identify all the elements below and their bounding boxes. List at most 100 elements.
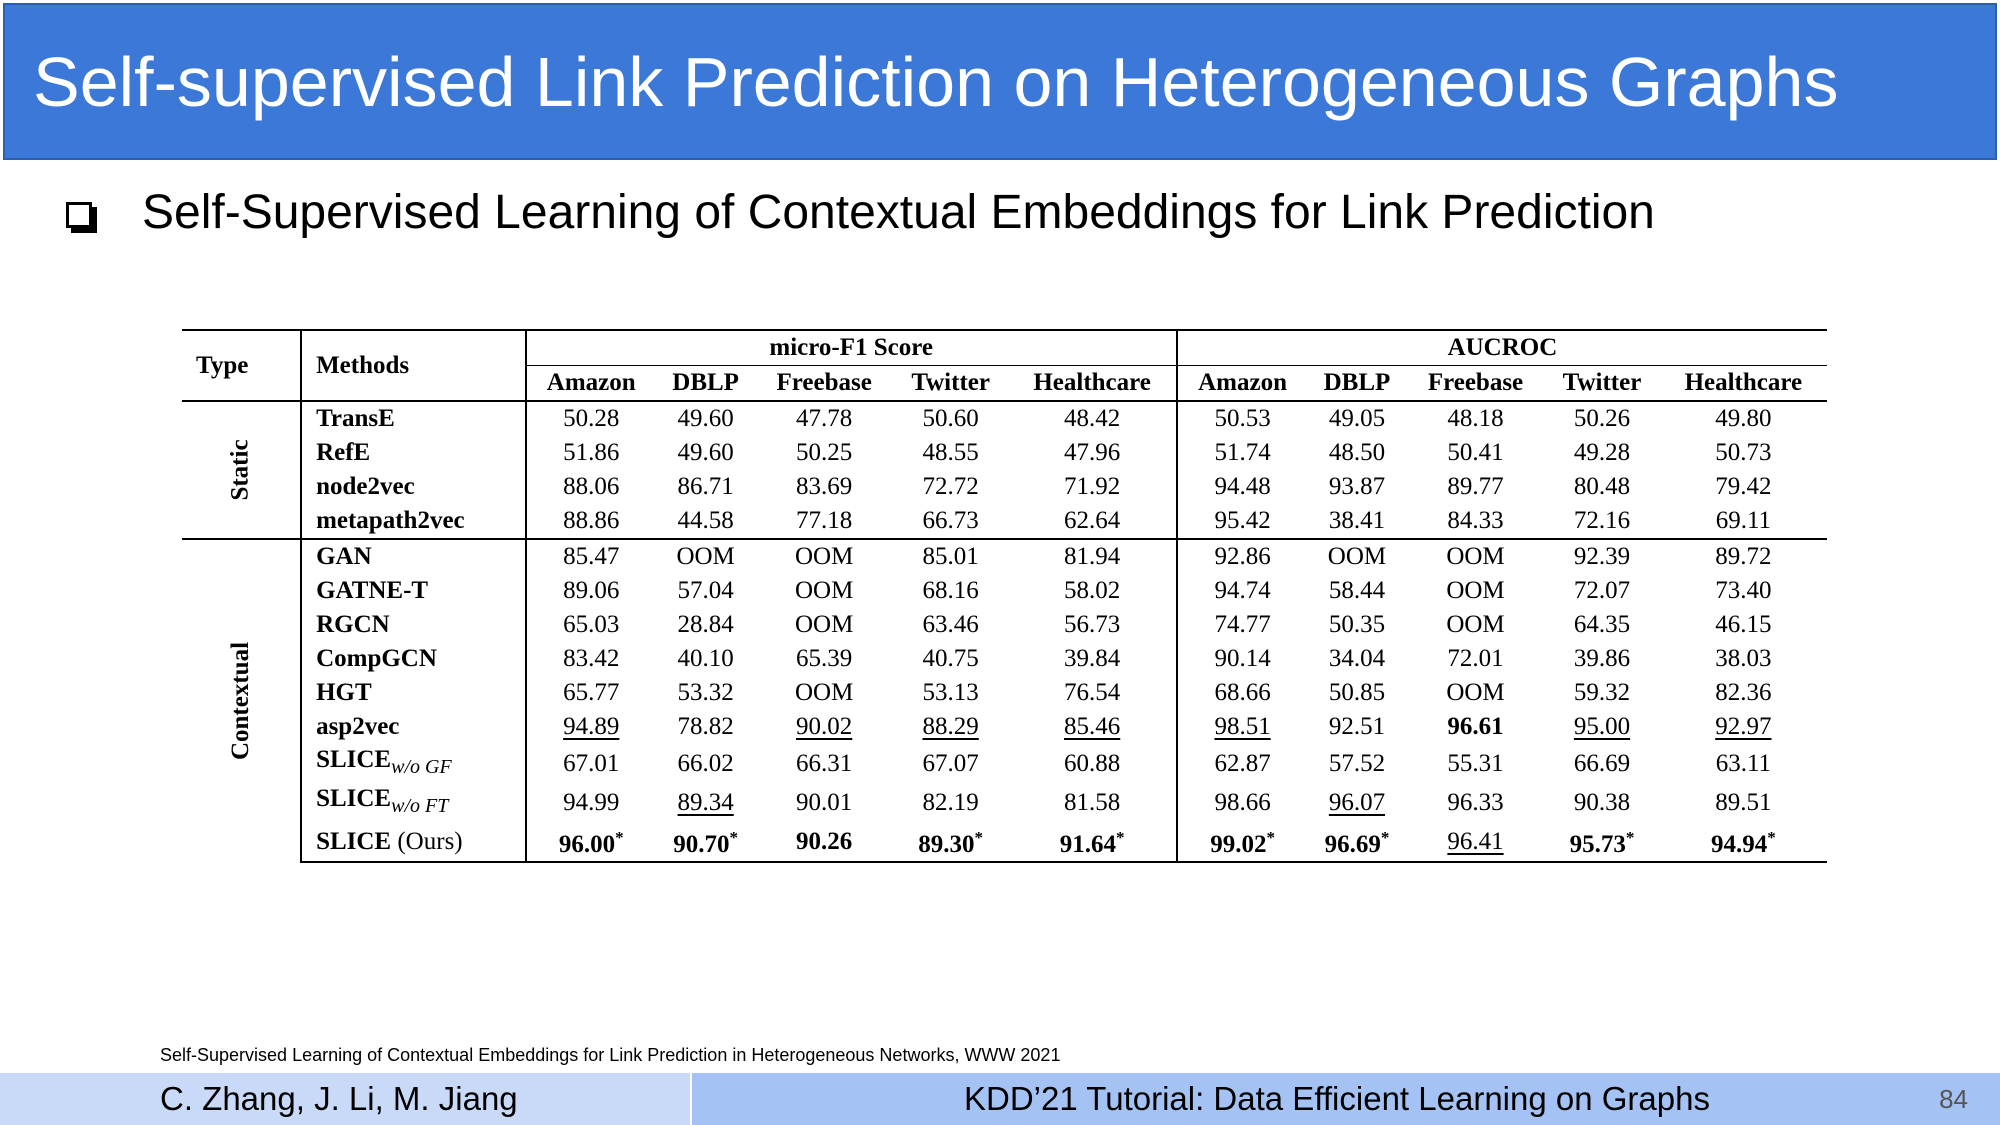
table-row: metapath2vec 88.86 44.58 77.18 66.73 62.64 95.… bbox=[182, 504, 1827, 539]
table-cell: 65.03 bbox=[526, 608, 656, 642]
table-cell: 50.73 bbox=[1660, 436, 1827, 470]
table-cell: 55.31 bbox=[1407, 744, 1545, 783]
bullet-row: Self-Supervised Learning of Contextual E… bbox=[66, 185, 1655, 240]
table-cell: 86.71 bbox=[656, 470, 755, 504]
cell-value: OOM bbox=[1446, 679, 1505, 706]
col-header: Healthcare bbox=[1659, 365, 1827, 402]
cell-value: 57.52 bbox=[1328, 749, 1386, 777]
col-header: Amazon bbox=[525, 365, 656, 402]
table-cell: 73.40 bbox=[1660, 574, 1827, 608]
cell-value: 96.33 bbox=[1447, 788, 1504, 816]
cell-value: 28.84 bbox=[677, 611, 734, 638]
table-cell: 79.42 bbox=[1660, 470, 1827, 504]
table-cell: 58.02 bbox=[1008, 574, 1178, 608]
method-name: SLICE bbox=[316, 746, 392, 773]
method-cell: GATNE-T bbox=[301, 574, 527, 608]
cell-value: 48.18 bbox=[1447, 405, 1504, 432]
table-cell: OOM bbox=[755, 538, 893, 574]
cell-value: 68.16 bbox=[922, 577, 979, 604]
bullet-text: Self-Supervised Learning of Contextual E… bbox=[142, 186, 1655, 239]
group-type-label: Contextual bbox=[182, 538, 303, 862]
cell-value: 51.86 bbox=[563, 439, 620, 466]
cell-value: 51.74 bbox=[1214, 439, 1271, 466]
table-cell: 69.11 bbox=[1660, 504, 1827, 539]
table-cell: 89.30 bbox=[892, 822, 1009, 863]
footer-tutorial: KDD’21 Tutorial: Data Efficient Learning… bbox=[964, 1080, 1710, 1117]
group-header-micro-f1: micro-F1 Score bbox=[525, 329, 1178, 366]
table-cell: 67.01 bbox=[526, 744, 656, 783]
table-cell: 50.41 bbox=[1407, 436, 1545, 470]
table-cell: 88.29 bbox=[893, 710, 1008, 744]
cell-value: 99.02 bbox=[1210, 831, 1275, 858]
table-cell: 96.07 bbox=[1307, 783, 1406, 822]
table-cell: 47.78 bbox=[755, 400, 893, 436]
col-header: Healthcare bbox=[1008, 365, 1178, 402]
table-cell: OOM bbox=[1406, 538, 1545, 574]
group-header-aucroc: AUCROC bbox=[1176, 329, 1827, 366]
method-name: TransE bbox=[316, 405, 395, 432]
cell-value: 65.39 bbox=[796, 645, 853, 672]
table-cell: 92.97 bbox=[1660, 710, 1827, 744]
method-name: node2vec bbox=[316, 473, 415, 500]
table-cell: 65.39 bbox=[755, 642, 893, 676]
table-cell: 39.84 bbox=[1008, 642, 1178, 676]
cell-value: 73.40 bbox=[1715, 577, 1772, 604]
table-cell: 89.77 bbox=[1407, 470, 1545, 504]
cell-value: 63.11 bbox=[1715, 749, 1772, 777]
cell-value: 84.33 bbox=[1447, 507, 1504, 534]
cell-value: 63.46 bbox=[922, 611, 979, 638]
table-row: SLICEw/o GF 67.01 66.02 66.31 67.07 60.88 62.8… bbox=[182, 744, 1827, 783]
table-cell: 77.18 bbox=[755, 504, 893, 539]
cell-value: 96.00 bbox=[559, 831, 624, 858]
cell-value: 34.04 bbox=[1328, 645, 1386, 672]
col-header: Amazon bbox=[1176, 365, 1308, 402]
table-cell: 66.69 bbox=[1544, 744, 1659, 783]
group-type-text: Contextual bbox=[227, 641, 255, 761]
cell-value: 89.51 bbox=[1715, 788, 1772, 816]
table-cell: 72.16 bbox=[1544, 504, 1659, 539]
table-cell: 88.06 bbox=[526, 470, 656, 504]
cell-value: 90.70 bbox=[673, 831, 738, 858]
method-name: CompGCN bbox=[316, 645, 437, 672]
table-cell: OOM bbox=[755, 676, 893, 710]
cell-value: 82.36 bbox=[1715, 679, 1772, 706]
table-cell: 94.48 bbox=[1177, 470, 1307, 504]
table-cell: 50.35 bbox=[1307, 608, 1406, 642]
type-header: Type bbox=[182, 329, 303, 401]
cell-value: 76.54 bbox=[1064, 679, 1121, 706]
method-cell: TransE bbox=[301, 400, 527, 436]
cell-value: 50.53 bbox=[1214, 405, 1271, 432]
table-cell: 62.87 bbox=[1177, 744, 1307, 783]
method-name: SLICE bbox=[316, 827, 392, 855]
cell-value: 89.30 bbox=[918, 831, 983, 858]
footer-tutorial-panel: KDD’21 Tutorial: Data Efficient Learning… bbox=[692, 1073, 2000, 1125]
table-row: SLICEw/o FT 94.99 89.34 90.01 82.19 81.58 98.6… bbox=[182, 783, 1827, 822]
table-cell: 63.11 bbox=[1660, 744, 1827, 783]
table-cell: 85.46 bbox=[1008, 710, 1178, 744]
cell-value: 62.87 bbox=[1214, 749, 1271, 777]
table-cell: 93.87 bbox=[1307, 470, 1406, 504]
cell-value: 74.77 bbox=[1214, 611, 1271, 638]
table-cell: 85.01 bbox=[892, 538, 1009, 574]
table-cell: 81.58 bbox=[1008, 783, 1178, 822]
table-cell: 48.42 bbox=[1008, 400, 1178, 436]
cell-value: 47.96 bbox=[1064, 439, 1121, 466]
methods-header: Methods bbox=[301, 329, 527, 401]
cell-value: 66.31 bbox=[796, 749, 853, 777]
cell-value: 81.94 bbox=[1064, 543, 1121, 570]
table-cell: 64.35 bbox=[1544, 608, 1659, 642]
cell-value: 92.51 bbox=[1328, 713, 1386, 740]
method-variant: w/o FT bbox=[391, 795, 449, 817]
table-cell: 83.42 bbox=[526, 642, 656, 676]
table-cell: 96.61 bbox=[1407, 710, 1545, 744]
table-cell: 76.54 bbox=[1008, 676, 1178, 710]
cell-value: 49.80 bbox=[1715, 405, 1772, 432]
method-name: RefE bbox=[316, 439, 371, 466]
cell-value: 91.64 bbox=[1060, 831, 1125, 858]
table-cell: 48.18 bbox=[1406, 400, 1545, 436]
table-cell: 62.64 bbox=[1008, 504, 1178, 539]
table-cell: 89.51 bbox=[1660, 783, 1827, 822]
table-cell: 38.03 bbox=[1660, 642, 1827, 676]
cell-value: 94.74 bbox=[1214, 577, 1271, 604]
table-cell: 72.01 bbox=[1407, 642, 1545, 676]
